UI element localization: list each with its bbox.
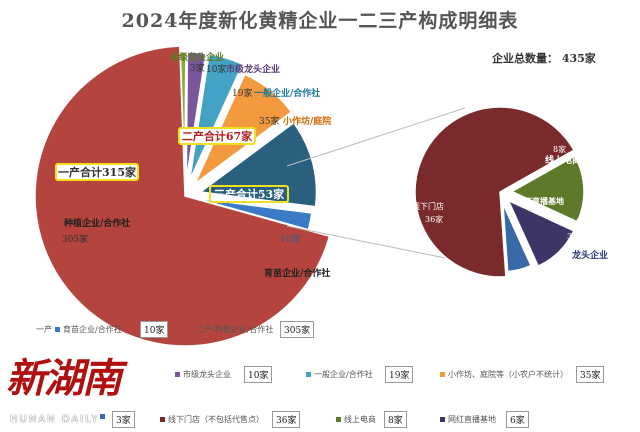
legend-label: 线上电商 [344, 415, 376, 424]
slice-value: 305家 [62, 233, 88, 245]
legend-item: 市级龙头企业 [175, 369, 231, 380]
legend-label: 二产-种植企业/合作社 [196, 325, 274, 334]
pie2-slice-livestream [506, 198, 575, 268]
slice-value: 10家 [280, 233, 300, 245]
pie2-slice-offline [414, 106, 576, 278]
slice-label: 种植企业/合作社 [63, 217, 130, 229]
legend-value: 305家 [280, 321, 315, 338]
legend-item: 一般企业/合作社 [306, 369, 373, 380]
legend-item: 小作坊、庭院等（小农户不统计） [440, 369, 568, 380]
chart-title: 2024年度新化黄精企业一二三产构成明细表 [121, 10, 519, 32]
group-label: 三产合计53家 [214, 187, 285, 201]
total-count: 企业总数量： 435家 [492, 50, 596, 66]
legend-item: 线上电商 [336, 414, 376, 425]
group-label-box [178, 127, 256, 145]
newspaper-logo: 新湖南 [6, 355, 122, 402]
legend-value: 10家 [140, 321, 169, 338]
group-label: 二产合计67家 [182, 129, 253, 143]
group-label: 一产合计315家 [58, 165, 137, 179]
legend-value: 8家 [384, 411, 407, 428]
pie2-slice-online [510, 155, 585, 223]
legend-swatch [440, 372, 445, 377]
connector-line [286, 107, 466, 167]
legend-label: 线下门店（不包括代售点） [168, 415, 264, 424]
legend-label: 育苗企业/合作社 [63, 325, 122, 334]
legend-swatch [306, 372, 311, 377]
legend-swatch [55, 327, 60, 332]
legend-swatch [188, 327, 193, 332]
legend-label: 市级龙头企业 [183, 370, 231, 379]
legend-item: 一产 育苗企业/合作社 [36, 324, 122, 335]
legend-value: 35家 [576, 366, 605, 383]
slice-label: 小作坊/庭院 [282, 115, 331, 127]
slice-value: 3家 [190, 62, 205, 74]
slice-label: 一般企业/合作社 [254, 87, 320, 99]
pie2-label: 线上电商 [545, 154, 581, 166]
pie2-label: 线下门店 [412, 201, 444, 211]
legend-label: 一般企业/合作社 [314, 370, 373, 379]
pie2-value_label: 6家 [576, 216, 589, 226]
legend-swatch [440, 417, 445, 422]
newspaper-logo-sub: HUNAN DAILY [10, 414, 100, 425]
legend-label: 网红直播基地 [448, 415, 496, 424]
legend-swatch [160, 417, 165, 422]
pie-slice-city_leader [185, 51, 207, 181]
legend-swatch [336, 417, 341, 422]
pie2-value_label: 3家 [567, 231, 580, 241]
total-value: 435家 [561, 52, 596, 65]
legend-value: 10家 [244, 366, 273, 383]
slice-value: 10家 [206, 63, 226, 75]
pie2-slice-leader_ter [502, 203, 533, 273]
group-label-box [209, 185, 289, 203]
slice-label: 市级龙头企业 [226, 63, 280, 75]
pie2-value_label: 36家 [425, 214, 443, 224]
legend-value: 3家 [112, 411, 135, 428]
pie2-value_label: 8家 [553, 144, 566, 154]
group-label-box [55, 163, 139, 181]
legend-value: 6家 [506, 411, 529, 428]
pie-slice-planting [34, 45, 331, 347]
legend-swatch [100, 414, 105, 419]
legend-item: 网红直播基地 [440, 414, 496, 425]
pie2-label: 网红直播基地 [516, 196, 564, 206]
legend-item [100, 414, 108, 419]
legend-value: 36家 [272, 411, 301, 428]
pie2-label: 龙头企业 [571, 249, 608, 261]
pie-slice-general [188, 53, 244, 181]
slice-value: 35家 [259, 115, 279, 127]
slice-label: 育苗企业/合作社 [264, 267, 330, 279]
legend-value: 19家 [385, 366, 414, 383]
connector-line [286, 225, 466, 263]
legend-item: 线下门店（不包括代售点） [160, 414, 264, 425]
legend-swatch [175, 372, 180, 377]
legend-prefix: 一产 [36, 325, 52, 334]
total-label: 企业总数量： [492, 52, 558, 65]
legend-label: 小作坊、庭院等（小农户不统计） [448, 370, 568, 379]
legend-item: 二产-种植企业/合作社 [188, 324, 273, 335]
slice-label: 省级龙头企业 [169, 51, 224, 63]
slice-value: 19家 [232, 87, 252, 99]
